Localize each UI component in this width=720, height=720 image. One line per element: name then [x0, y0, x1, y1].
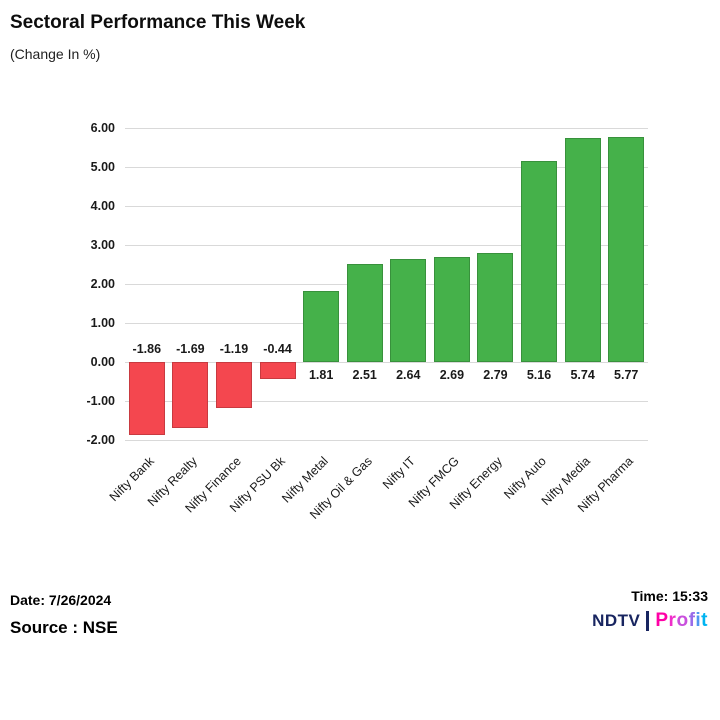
profit-logo-letter: o — [676, 610, 689, 631]
bar-nifty-auto — [521, 160, 558, 362]
bar-nifty-finance — [215, 362, 252, 409]
profit-logo-letter: P — [655, 610, 669, 631]
value-label-nifty-it: 2.64 — [396, 368, 421, 382]
y-tick-label: -2.00 — [86, 433, 116, 447]
bars-layer — [125, 128, 648, 440]
gridline — [125, 128, 648, 129]
logo-separator — [646, 611, 650, 631]
y-tick-label: 4.00 — [90, 199, 115, 213]
ndtv-profit-logo: NDTV Profit — [592, 610, 708, 632]
bar-nifty-oil-gas — [346, 264, 383, 362]
value-label-nifty-fmcg: 2.69 — [439, 368, 465, 382]
bar-nifty-pharma — [608, 136, 645, 362]
gridline — [125, 245, 648, 246]
profit-logo-letter: r — [668, 610, 677, 631]
bar-nifty-bank — [128, 362, 165, 435]
value-label-nifty-oil-gas: 2.51 — [352, 368, 377, 382]
bar-nifty-it — [390, 259, 427, 362]
source-label: Source : NSE — [10, 618, 118, 637]
profit-logo-text: Profit — [655, 610, 708, 632]
y-tick-label: 5.00 — [90, 160, 115, 174]
value-labels-layer: -1.86 -1.69 -1.19 -0.44 1.81 2.51 2.64 2.69 2.79… — [125, 128, 648, 440]
date-label: Date: 7/26/2024 — [10, 592, 112, 608]
chart-subtitle: (Change In %) — [10, 46, 101, 62]
y-axis-labels: -2.00 -1.00 0.00 1.00 2.00 3.00 4.00 5.00 6.00 — [87, 121, 648, 447]
bar-nifty-fmcg — [433, 257, 470, 362]
value-label-nifty-psu-bk: -0.44 — [263, 342, 292, 356]
value-label-nifty-bank: -1.86 — [132, 342, 162, 356]
profit-logo-letter: i — [695, 610, 702, 631]
ndtv-logo-text: NDTV — [592, 611, 641, 630]
bar-nifty-psu-bk — [259, 362, 296, 380]
value-label-nifty-auto: 5.16 — [526, 368, 552, 382]
gridline — [125, 401, 648, 402]
profit-logo-letter: f — [688, 610, 696, 631]
time-label: Time: 15:33 — [631, 588, 708, 604]
gridline — [125, 167, 648, 168]
gridline — [125, 362, 648, 363]
value-label-nifty-finance: -1.19 — [219, 342, 249, 356]
bar-nifty-energy — [477, 253, 514, 362]
y-tick-label: 3.00 — [90, 238, 115, 252]
value-label-nifty-pharma: 5.77 — [614, 368, 639, 382]
y-tick-label: 6.00 — [90, 121, 115, 135]
gridline — [125, 284, 648, 285]
profit-logo-letter: t — [701, 610, 708, 631]
value-label-nifty-media: 5.74 — [570, 368, 595, 382]
gridline — [125, 206, 648, 207]
y-tick-label: -1.00 — [86, 394, 116, 408]
value-label-nifty-energy: 2.79 — [483, 368, 508, 382]
bar-nifty-realty — [172, 362, 209, 428]
value-label-nifty-realty: -1.69 — [176, 342, 205, 356]
y-tick-label: 0.00 — [90, 355, 115, 369]
bar-chart: -2.00 -1.00 0.00 1.00 2.00 3.00 4.00 5.00 6.00 -… — [87, 121, 648, 522]
bar-nifty-metal — [303, 291, 340, 362]
bar-nifty-media — [564, 138, 601, 362]
x-axis-labels: Nifty Bank Nifty Realty Nifty Finance Nifty… — [107, 128, 648, 522]
y-tick-label: 1.00 — [90, 316, 115, 330]
y-tick-label: 2.00 — [90, 277, 115, 291]
value-label-nifty-metal: 1.81 — [308, 368, 334, 382]
chart-title: Sectoral Performance This Week — [10, 12, 306, 33]
gridline — [125, 323, 648, 324]
gridlines-layer — [125, 128, 648, 441]
gridline — [125, 440, 648, 441]
